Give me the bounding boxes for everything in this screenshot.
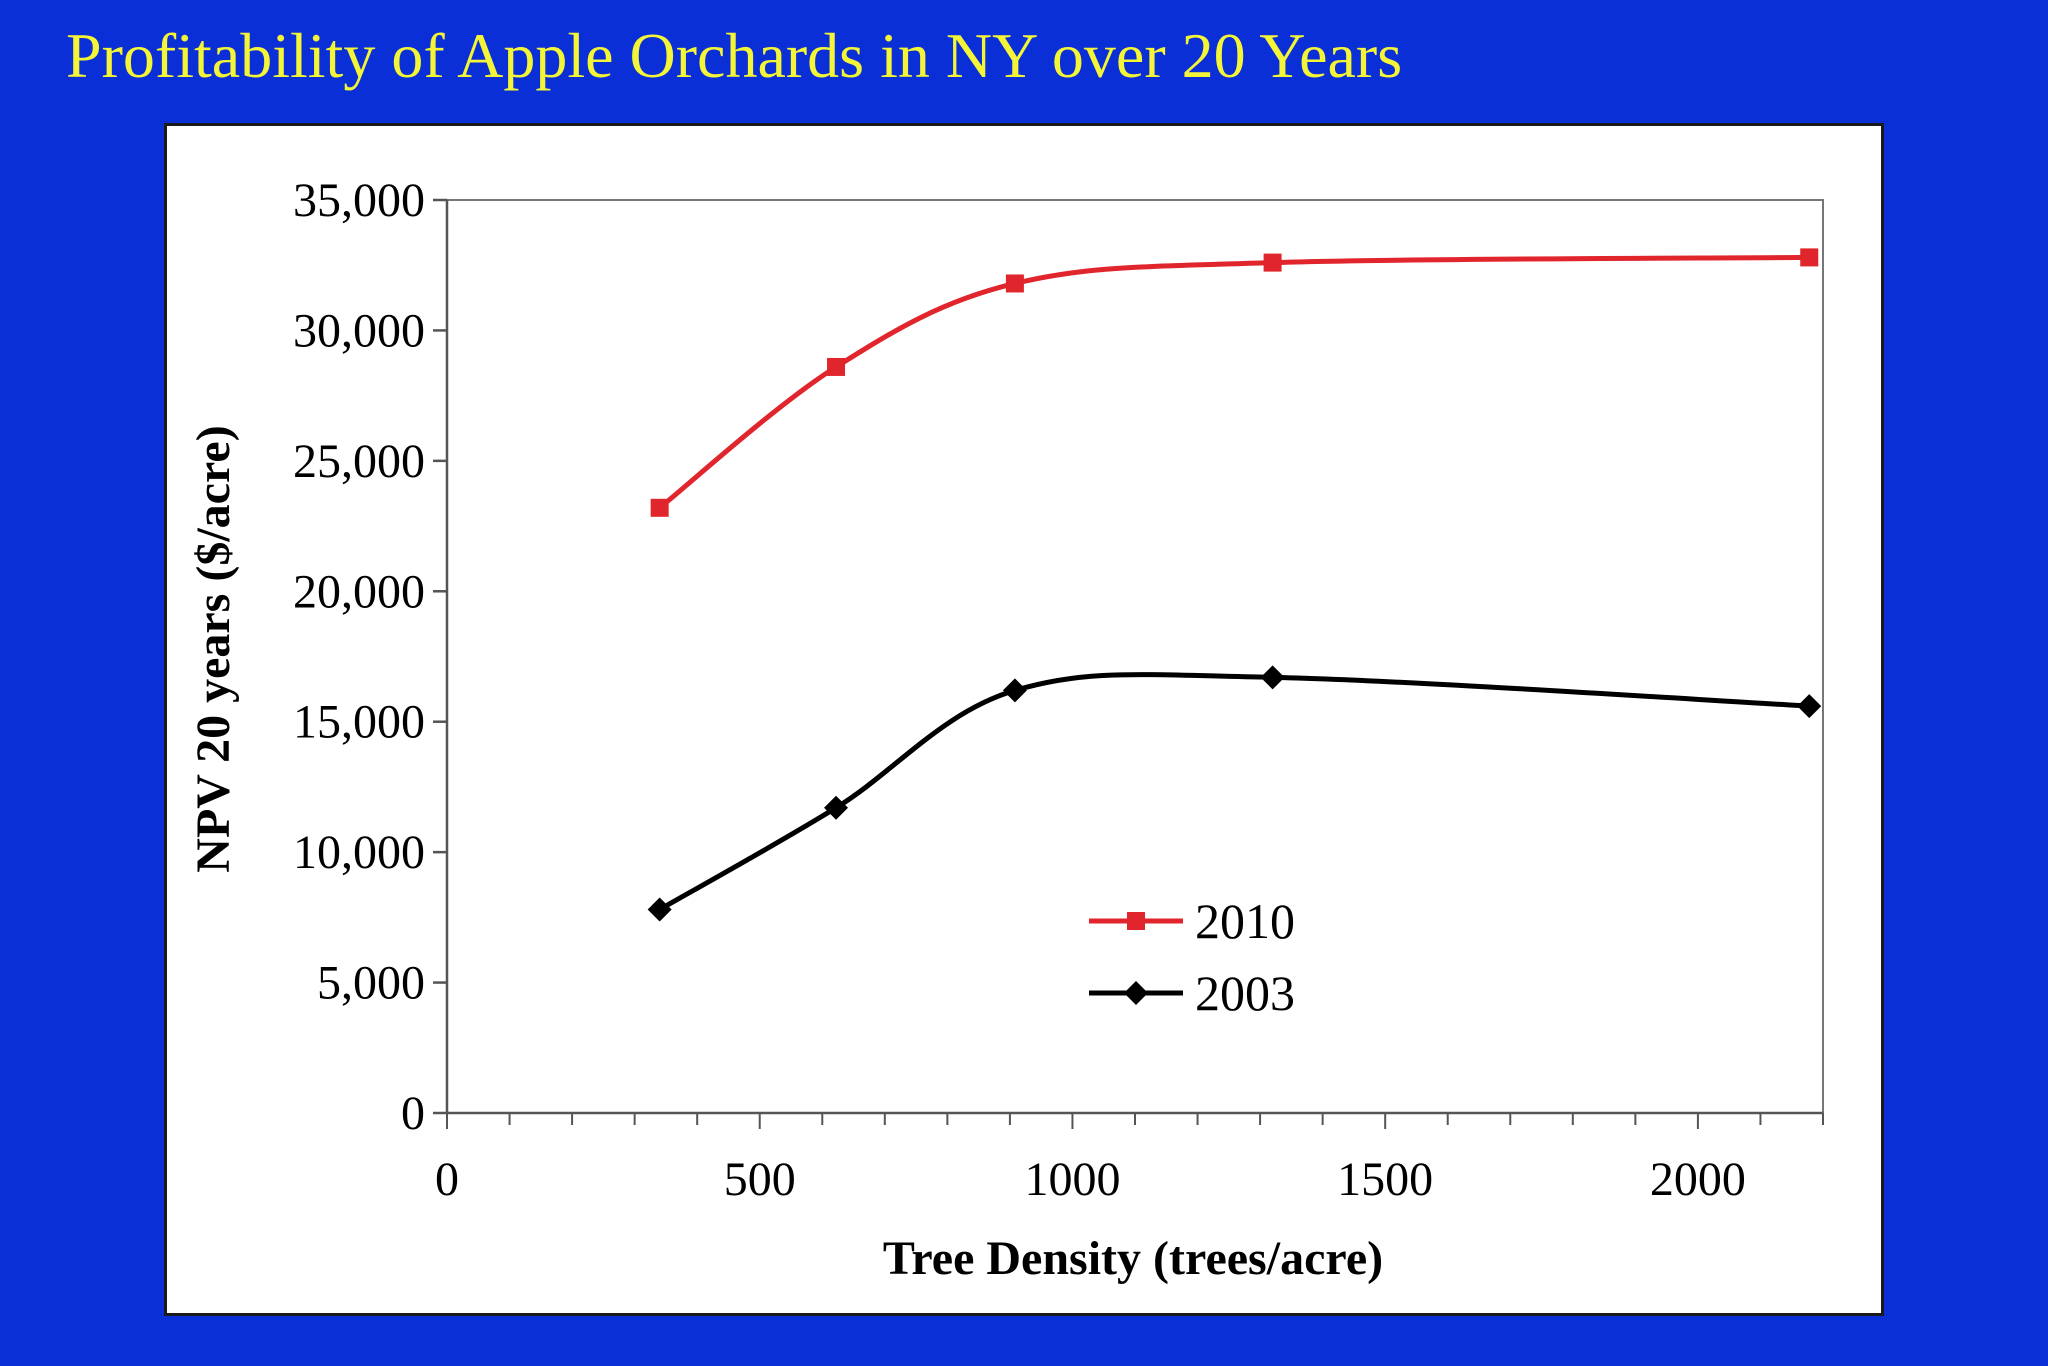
legend-label-2003: 2003	[1195, 965, 1295, 1021]
legend-label-2010: 2010	[1195, 893, 1295, 949]
tick-labels: 0 5,000 10,000 15,000 20,000 25,000 30,000 35,0…	[293, 174, 1746, 1206]
data-point-2003	[1260, 665, 1285, 690]
axes	[433, 198, 1824, 1129]
data-point-2010	[650, 498, 669, 517]
data-point-2003	[824, 795, 849, 820]
y-tick-label: 15,000	[293, 696, 425, 749]
chart-panel: 0 5,000 10,000 15,000 20,000 25,000 30,000 35,0…	[164, 123, 1884, 1316]
series-markers	[647, 248, 1822, 922]
x-tick-label: 2000	[1650, 1153, 1746, 1206]
legend-marker-2010	[1127, 912, 1145, 930]
data-point-2010	[1800, 248, 1819, 267]
y-tick-label: 0	[401, 1087, 425, 1140]
data-point-2010	[1263, 253, 1282, 272]
data-point-2003	[647, 897, 672, 922]
plot-frame	[446, 199, 1824, 1114]
data-point-2003	[1797, 694, 1822, 719]
data-point-2010	[1005, 274, 1024, 293]
x-tick-label: 1500	[1337, 1153, 1433, 1206]
y-tick-label: 10,000	[293, 826, 425, 879]
series-line-2003	[658, 672, 1810, 912]
series-lines	[658, 254, 1810, 912]
y-axis-title: NPV 20 years ($/acre)	[187, 425, 240, 872]
x-axis-title: Tree Density (trees/acre)	[883, 1232, 1383, 1285]
x-tick-label: 500	[724, 1153, 796, 1206]
legend-marker-2003	[1124, 981, 1148, 1005]
x-tick-label: 1000	[1024, 1153, 1120, 1206]
line-chart: 0 5,000 10,000 15,000 20,000 25,000 30,000 35,0…	[187, 174, 1824, 1285]
y-tick-label: 30,000	[293, 304, 425, 357]
legend: 2010 2003	[1089, 893, 1295, 1021]
y-tick-label: 35,000	[293, 174, 425, 227]
y-tick-label: 20,000	[293, 565, 425, 618]
y-tick-label: 5,000	[317, 957, 425, 1010]
data-point-2003	[1002, 678, 1027, 703]
slide-title: Profitability of Apple Orchards in NY ov…	[66, 20, 1403, 91]
data-point-2010	[827, 357, 846, 376]
y-tick-label: 25,000	[293, 435, 425, 488]
series-line-2010	[658, 254, 1810, 510]
x-tick-label: 0	[435, 1153, 459, 1206]
